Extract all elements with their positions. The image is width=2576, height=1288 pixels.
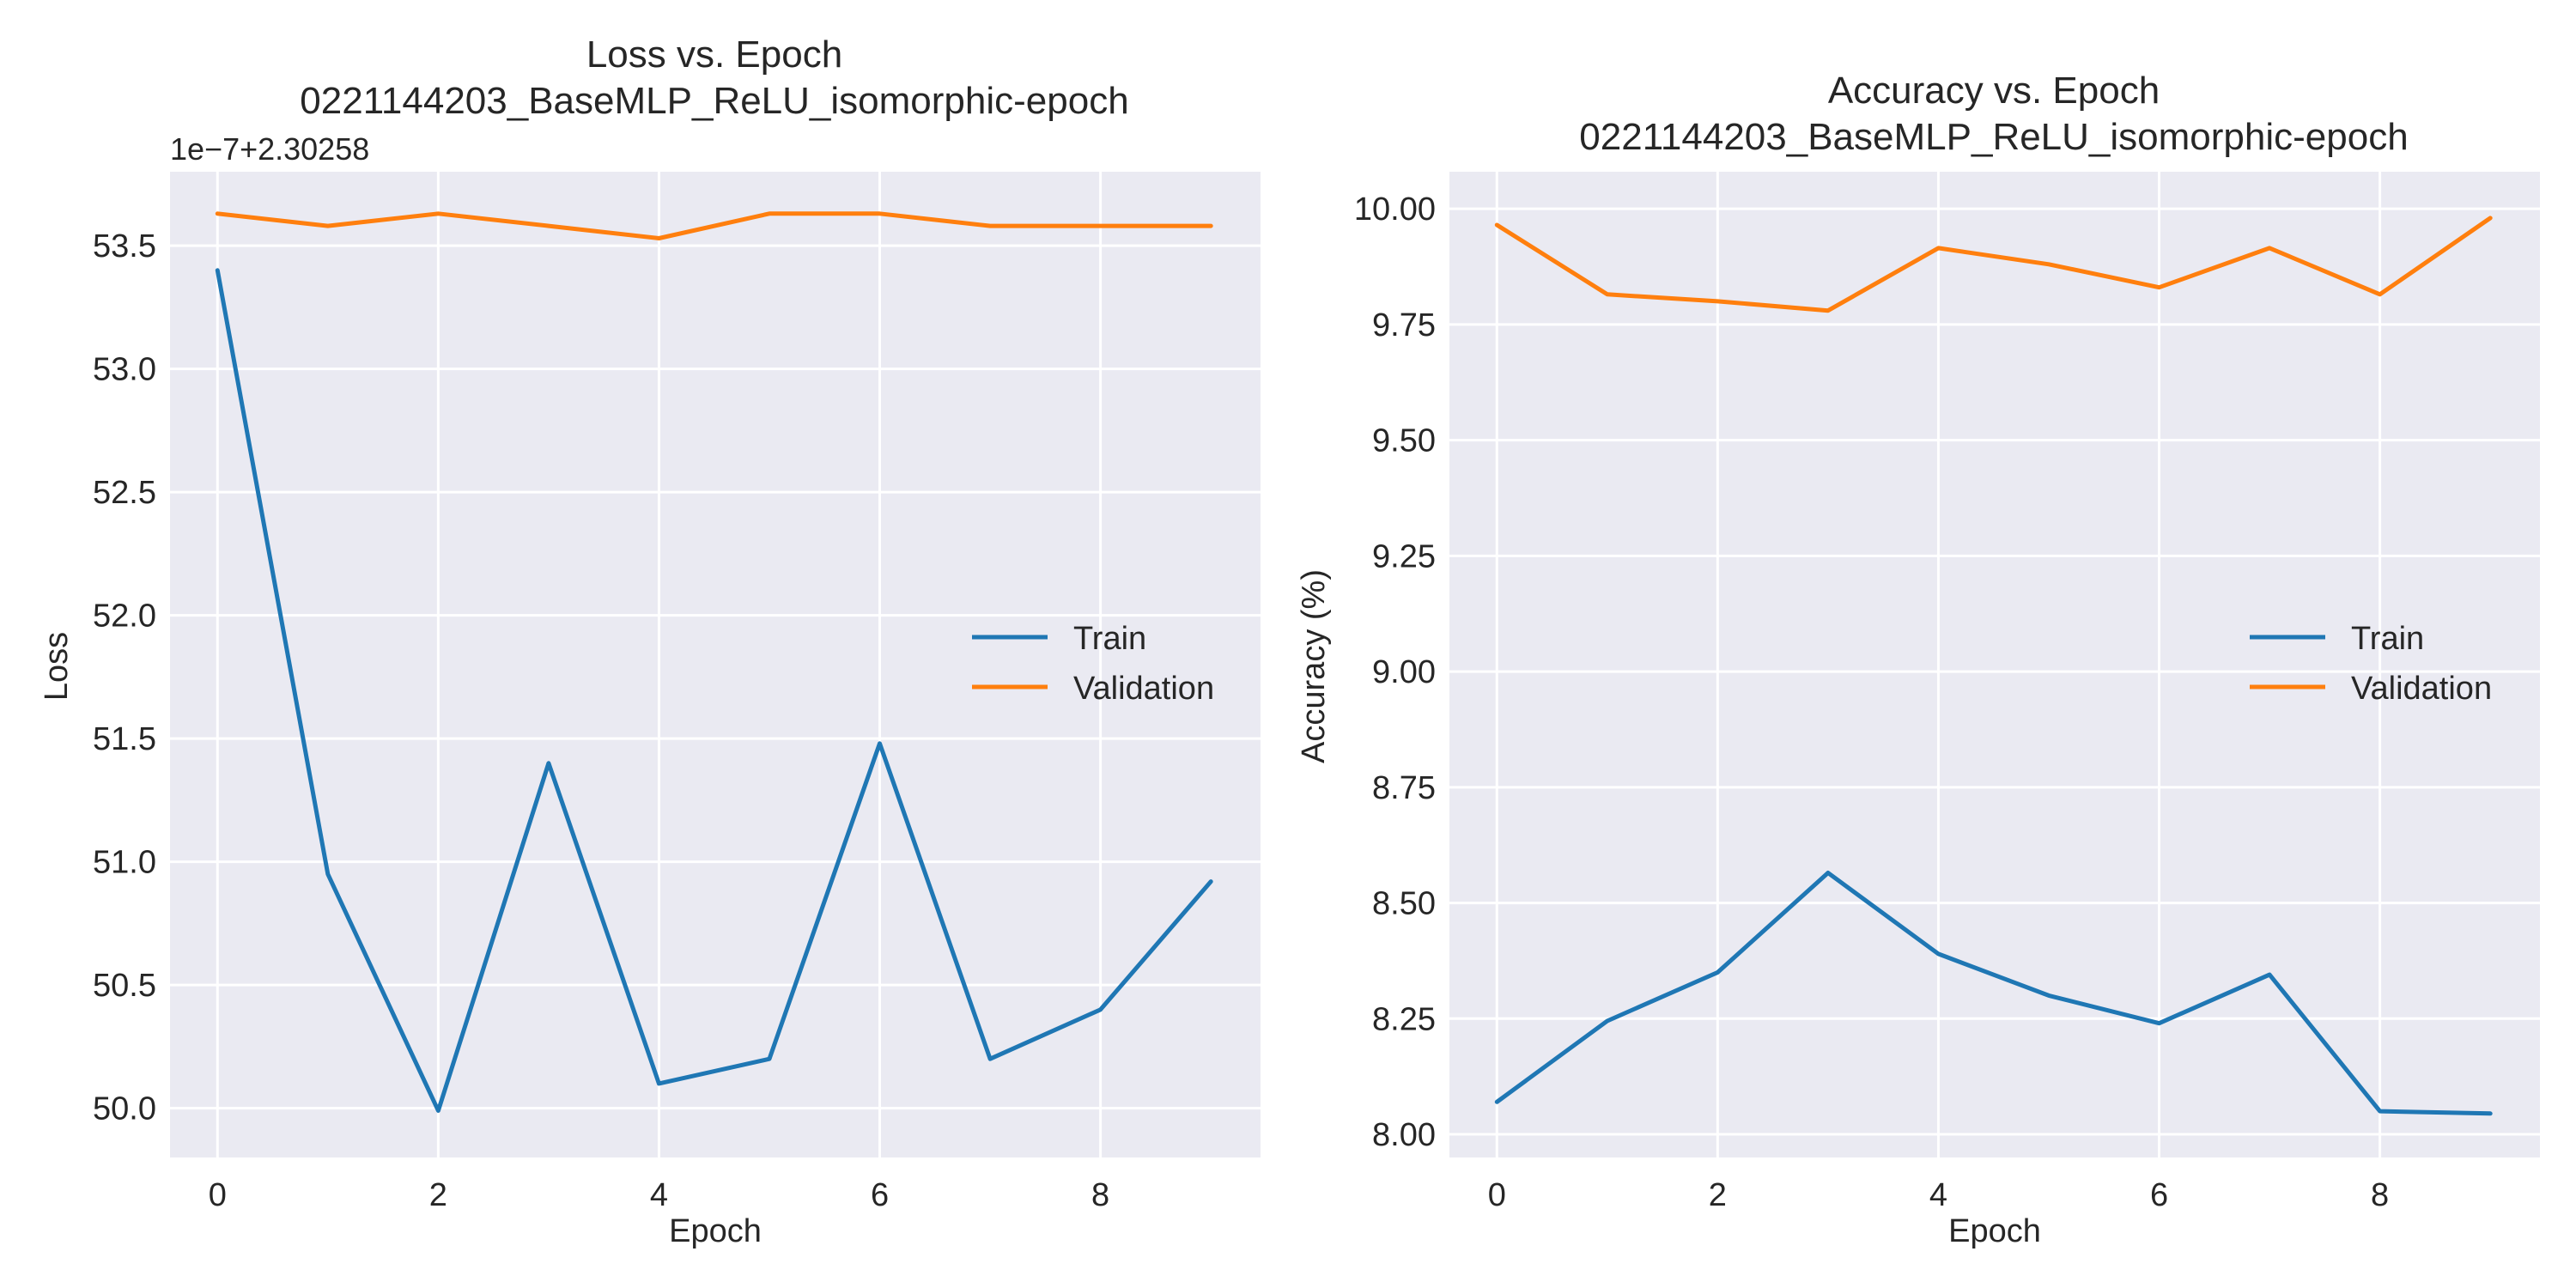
loss-x-ticks: 0 2 4 6 8: [209, 1177, 1109, 1213]
accuracy-y-tick-label: 8.75: [1372, 770, 1436, 806]
accuracy-y-axis-label: Accuracy (%): [1296, 569, 1332, 763]
accuracy-series: [1494, 216, 2493, 1116]
loss-x-tick-label: 0: [209, 1177, 227, 1213]
accuracy-y-tick-label: 8.00: [1372, 1117, 1436, 1153]
accuracy-chart-title-line2: 0221144203_BaseMLP_ReLU_isomorphic-epoch: [1579, 116, 2408, 158]
loss-x-tick-label: 8: [1091, 1177, 1109, 1213]
accuracy-y-tick-label: 9.00: [1372, 654, 1436, 690]
loss-x-tick-label: 4: [650, 1177, 668, 1213]
loss-chart-title-line2: 0221144203_BaseMLP_ReLU_isomorphic-epoch: [300, 80, 1128, 122]
accuracy-y-tick-label: 9.50: [1372, 423, 1436, 459]
accuracy-x-axis-label: Epoch: [1948, 1213, 2041, 1249]
accuracy-x-tick-label: 4: [1929, 1177, 1947, 1213]
loss-y-ticks: 50.0 50.5 51.0 51.5 52.0 52.5 53.0 53.5: [93, 228, 156, 1127]
loss-series-train-line: [215, 268, 1213, 1113]
loss-series: [215, 211, 1213, 1113]
accuracy-y-tick-label: 9.25: [1372, 538, 1436, 574]
loss-y-tick-label: 50.5: [93, 968, 156, 1004]
loss-grid: [170, 172, 1261, 1157]
loss-series-validation-line: [215, 211, 1213, 240]
loss-y-offset-label: 1e−7+2.30258: [170, 131, 369, 167]
accuracy-series-train-line: [1494, 871, 2493, 1116]
loss-legend: Train Validation: [972, 621, 1214, 707]
accuracy-x-tick-label: 8: [2371, 1177, 2389, 1213]
loss-x-tick-label: 6: [871, 1177, 889, 1213]
accuracy-chart: Accuracy vs. Epoch 0221144203_BaseMLP_Re…: [1296, 70, 2540, 1249]
loss-y-tick-label: 53.5: [93, 228, 156, 264]
accuracy-legend: Train Validation: [2250, 621, 2492, 707]
loss-chart-title-line1: Loss vs. Epoch: [586, 33, 842, 76]
accuracy-chart-title-line1: Accuracy vs. Epoch: [1828, 70, 2160, 112]
accuracy-y-tick-label: 9.75: [1372, 307, 1436, 343]
accuracy-x-tick-label: 0: [1488, 1177, 1506, 1213]
loss-x-tick-label: 2: [429, 1177, 447, 1213]
loss-y-tick-label: 52.0: [93, 598, 156, 635]
accuracy-grid: [1449, 172, 2540, 1157]
loss-plot-area: [170, 172, 1261, 1157]
loss-legend-train-label: Train: [1073, 621, 1146, 657]
accuracy-plot-area: [1449, 172, 2540, 1157]
accuracy-y-tick-label: 8.50: [1372, 886, 1436, 922]
loss-y-axis-label: Loss: [39, 632, 75, 701]
accuracy-y-tick-label: 8.25: [1372, 1001, 1436, 1037]
loss-chart: Loss vs. Epoch 0221144203_BaseMLP_ReLU_i…: [39, 33, 1261, 1249]
accuracy-y-tick-label: 10.00: [1354, 191, 1436, 228]
accuracy-y-ticks: 8.00 8.25 8.50 8.75 9.00 9.25 9.50 9.75 10.00: [1354, 191, 1436, 1153]
loss-y-tick-label: 52.5: [93, 475, 156, 511]
accuracy-x-tick-label: 2: [1709, 1177, 1727, 1213]
loss-legend-validation-label: Validation: [1073, 671, 1214, 707]
accuracy-x-tick-label: 6: [2150, 1177, 2168, 1213]
accuracy-legend-validation-label: Validation: [2351, 671, 2492, 707]
loss-x-axis-label: Epoch: [669, 1213, 762, 1249]
loss-y-tick-label: 53.0: [93, 352, 156, 388]
accuracy-series-validation-line: [1494, 216, 2493, 313]
loss-y-tick-label: 51.5: [93, 721, 156, 757]
accuracy-legend-train-label: Train: [2351, 621, 2424, 657]
loss-y-tick-label: 51.0: [93, 845, 156, 881]
accuracy-x-ticks: 0 2 4 6 8: [1488, 1177, 2389, 1213]
loss-y-tick-label: 50.0: [93, 1091, 156, 1127]
